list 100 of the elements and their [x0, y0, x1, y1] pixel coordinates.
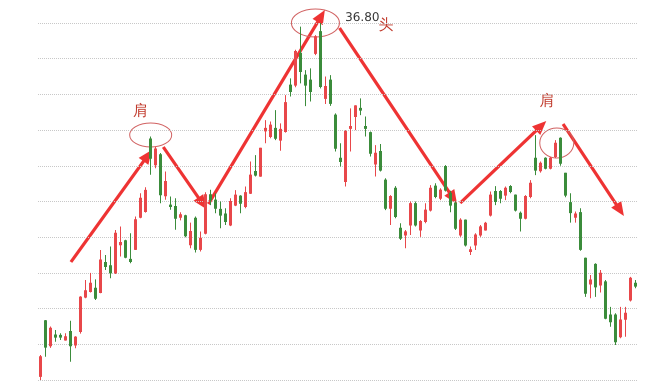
candlestick — [159, 152, 162, 204]
candlestick — [184, 214, 187, 238]
candlestick — [109, 246, 112, 279]
candlestick — [139, 192, 142, 219]
candlestick — [484, 221, 487, 232]
candlestick — [609, 306, 612, 328]
candlestick — [69, 320, 72, 362]
candlestick — [229, 198, 232, 227]
candlestick — [269, 121, 272, 139]
candlestick — [439, 188, 442, 201]
candlestick — [449, 190, 452, 213]
annotation: 肩 — [539, 92, 554, 110]
candlestick — [174, 198, 177, 230]
candlestick — [84, 280, 87, 299]
candlestick — [239, 194, 242, 214]
candlestick — [149, 136, 152, 176]
candlestick — [634, 280, 637, 289]
candlestick — [579, 208, 582, 252]
candlestick — [129, 232, 132, 264]
candlestick — [144, 186, 147, 214]
candlestick — [314, 34, 317, 56]
candlestick — [339, 142, 342, 168]
candlestick — [134, 216, 137, 251]
candlestick — [534, 134, 537, 176]
candlestick — [164, 171, 167, 200]
candlestick — [74, 336, 77, 349]
candlestick — [389, 194, 392, 226]
candlestick — [64, 332, 67, 342]
candlestick — [179, 212, 182, 221]
candlestick — [259, 147, 262, 178]
candlestick — [409, 201, 412, 236]
candlestick — [124, 239, 127, 259]
candlestick — [529, 180, 532, 199]
candlestick — [599, 270, 602, 294]
candlestick — [99, 250, 102, 294]
candlestick — [194, 216, 197, 254]
candlestick — [419, 220, 422, 238]
candlestick — [224, 208, 227, 226]
candlestick — [469, 246, 472, 256]
candlestick — [169, 196, 172, 210]
candlestick — [199, 230, 202, 252]
candlestick — [49, 326, 52, 348]
candlestick — [434, 182, 437, 199]
candlestick — [344, 130, 347, 188]
candlestick — [189, 222, 192, 249]
candlestick — [304, 70, 307, 107]
candlestick — [54, 330, 57, 342]
candlestick — [429, 184, 432, 212]
candlestick — [234, 190, 237, 207]
candlestick — [214, 192, 217, 214]
candlestick — [79, 296, 82, 334]
candlestick — [319, 22, 322, 89]
candlestick — [154, 146, 157, 169]
candlestick — [119, 226, 122, 257]
candlestick — [559, 136, 562, 166]
candlestick — [299, 26, 302, 84]
candlestick — [289, 78, 292, 98]
candlestick — [554, 140, 557, 159]
candlestick — [349, 108, 352, 152]
candlestick — [424, 202, 427, 224]
candlestick — [564, 172, 567, 198]
candlestick — [379, 144, 382, 172]
candlestick — [519, 210, 522, 232]
candlestick — [454, 201, 457, 231]
candlestick — [589, 274, 592, 299]
candlestick — [584, 257, 587, 298]
candlestick — [459, 218, 462, 238]
candlestick — [284, 94, 287, 134]
candlestick — [44, 320, 47, 358]
candlestick — [254, 154, 257, 178]
candlestick — [104, 254, 107, 271]
candlestick — [394, 186, 397, 219]
candlestick — [279, 122, 282, 152]
annotation: 头 — [378, 16, 394, 34]
candlestick — [629, 276, 632, 302]
candlestick — [329, 74, 332, 106]
candlestick — [544, 156, 547, 170]
candlestick — [549, 156, 552, 170]
candlestick — [464, 218, 467, 247]
candlestick — [479, 224, 482, 238]
candlestick — [209, 189, 212, 206]
candlestick — [94, 278, 97, 301]
annotation: 肩 — [133, 102, 148, 120]
candlestick — [274, 110, 277, 141]
candlestick — [574, 210, 577, 224]
annotation: 36.80 — [345, 10, 380, 24]
candlestick — [614, 312, 617, 346]
candlestick — [384, 178, 387, 211]
candlestick — [89, 272, 92, 294]
candlestick — [494, 186, 497, 206]
candlestick — [404, 230, 407, 249]
candlestick — [39, 354, 42, 380]
candlestick — [594, 262, 597, 298]
candlestick — [334, 112, 337, 152]
candlestick — [294, 49, 297, 88]
candlestick — [369, 131, 372, 158]
candlestick — [499, 190, 502, 204]
candlestick — [509, 184, 512, 194]
candlestick — [489, 191, 492, 217]
candlestick — [414, 201, 417, 227]
